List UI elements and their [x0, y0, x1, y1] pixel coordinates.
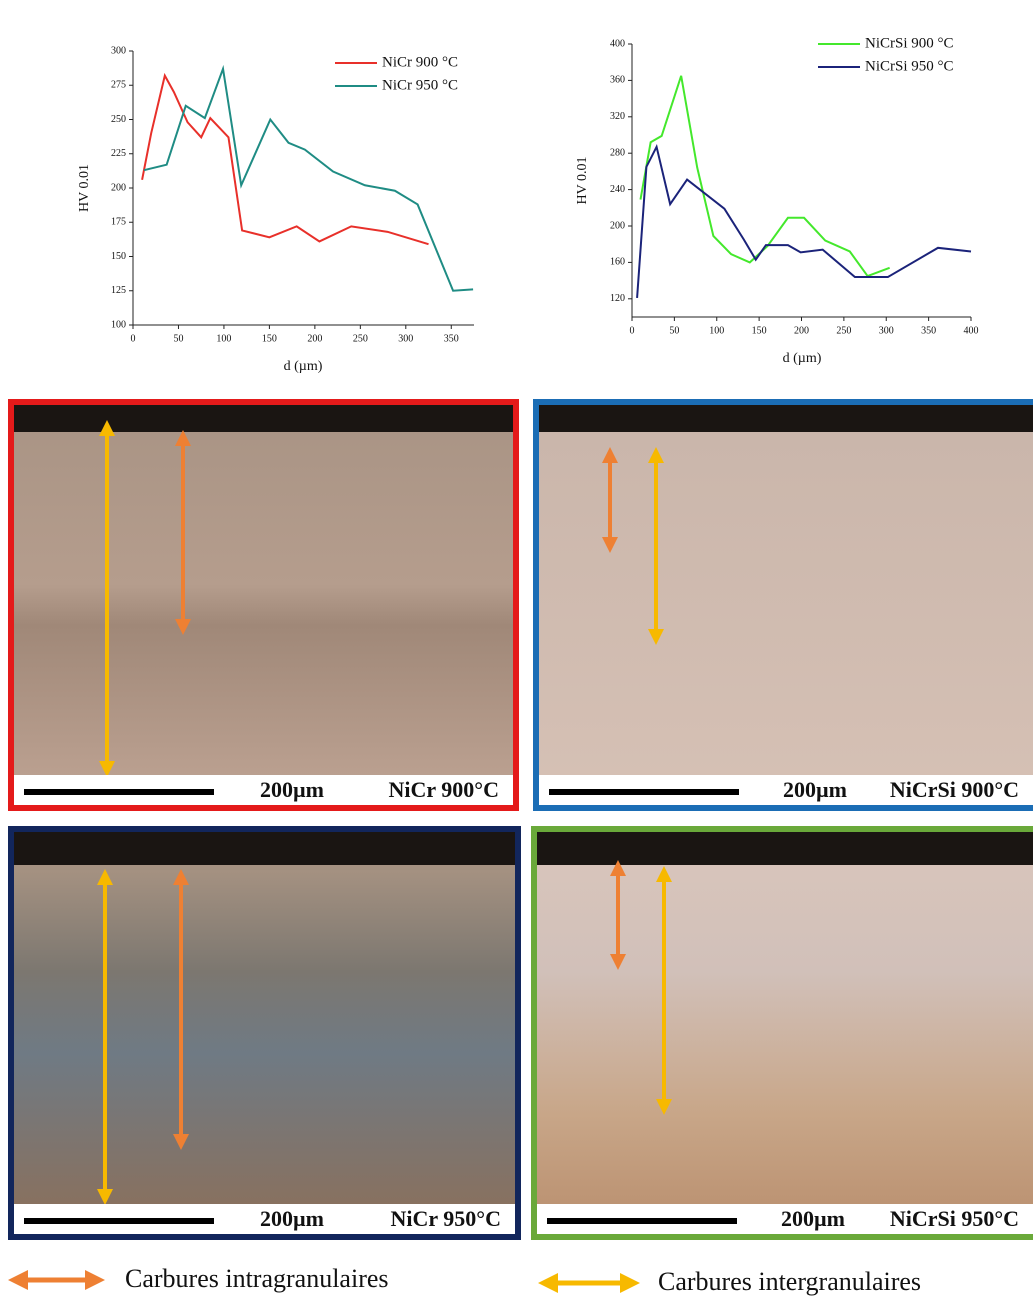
- panel-border: [531, 826, 1033, 1240]
- legend-label: NiCr 900 °C: [382, 54, 458, 70]
- x-tick-label: 400: [964, 325, 979, 336]
- x-tick-label: 0: [131, 333, 136, 344]
- y-tick-label: 225: [111, 148, 126, 159]
- y-tick-label: 120: [610, 293, 625, 304]
- micrograph-panel: 200µm NiCr 900°C: [8, 399, 519, 811]
- surface-band: [536, 402, 1033, 432]
- y-tick-label: 200: [610, 220, 625, 231]
- y-tick-label: 240: [610, 184, 625, 195]
- panel-label: NiCrSi 900°C: [890, 777, 1019, 802]
- x-tick-label: 250: [353, 333, 368, 344]
- x-tick-label: 350: [921, 325, 936, 336]
- x-tick-label: 350: [444, 333, 459, 344]
- scale-bar: [549, 789, 739, 795]
- micrograph: [11, 829, 518, 1237]
- x-tick-label: 300: [879, 325, 894, 336]
- surface-band: [11, 402, 516, 432]
- panel-label: NiCr 950°C: [391, 1206, 501, 1231]
- x-tick-label: 0: [630, 325, 635, 336]
- series-line: [141, 72, 429, 246]
- y-axis-label: HV 0.01: [575, 157, 590, 205]
- y-tick-label: 200: [111, 182, 126, 193]
- y-axis-label: HV 0.01: [77, 164, 92, 212]
- x-tick-label: 250: [836, 325, 851, 336]
- y-tick-label: 125: [111, 285, 126, 296]
- y-tick-label: 250: [111, 114, 126, 125]
- x-tick-label: 200: [307, 333, 322, 344]
- scale-bar: [547, 1218, 737, 1224]
- surface-band: [11, 829, 518, 865]
- y-tick-label: 160: [610, 257, 625, 268]
- series-line: [639, 75, 890, 278]
- legend-label: NiCr 950 °C: [382, 77, 458, 93]
- micrograph: [11, 402, 516, 808]
- panel-label: NiCr 900°C: [389, 777, 499, 802]
- micrograph-panel: 200µm NiCrSi 900°C: [533, 399, 1033, 811]
- x-tick-label: 150: [752, 325, 767, 336]
- panel-border: [8, 399, 519, 811]
- y-tick-label: 360: [610, 75, 625, 86]
- legend-text: Carbures intragranulaires: [125, 1264, 389, 1293]
- x-tick-label: 300: [398, 333, 413, 344]
- x-tick-label: 100: [709, 325, 724, 336]
- panel-border: [8, 826, 521, 1240]
- micrograph: [536, 402, 1033, 808]
- micrograph: [534, 829, 1033, 1237]
- scale-label: 200µm: [260, 777, 324, 802]
- series-line: [143, 64, 474, 292]
- scale-label: 200µm: [783, 777, 847, 802]
- y-tick-label: 320: [610, 111, 625, 122]
- y-tick-label: 280: [610, 147, 625, 158]
- scale-bar: [24, 789, 214, 795]
- legend-label: NiCrSi 950 °C: [865, 58, 954, 74]
- micrograph-panel: 200µm NiCr 950°C: [8, 826, 521, 1240]
- scale-label: 200µm: [781, 1206, 845, 1231]
- y-tick-label: 275: [111, 80, 126, 91]
- x-axis-label: d (µm): [284, 359, 323, 374]
- y-tick-label: 175: [111, 217, 126, 228]
- y-tick-label: 150: [111, 251, 126, 262]
- scale-bar: [24, 1218, 214, 1224]
- legend-label: NiCrSi 900 °C: [865, 35, 954, 51]
- x-tick-label: 50: [669, 325, 679, 336]
- x-tick-label: 150: [262, 333, 277, 344]
- y-tick-label: 400: [610, 38, 625, 49]
- x-tick-label: 100: [216, 333, 231, 344]
- x-tick-label: 200: [794, 325, 809, 336]
- panel-label: NiCrSi 950°C: [890, 1206, 1019, 1231]
- scale-label: 200µm: [260, 1206, 324, 1231]
- surface-band: [534, 829, 1033, 865]
- panel-border: [533, 399, 1033, 811]
- legend-text: Carbures intergranulaires: [658, 1267, 921, 1296]
- y-tick-label: 100: [111, 319, 126, 330]
- series-line: [636, 143, 972, 298]
- y-tick-label: 300: [111, 45, 126, 56]
- micrograph-panel: 200µm NiCrSi 950°C: [531, 826, 1033, 1240]
- x-tick-label: 50: [173, 333, 183, 344]
- x-axis-label: d (µm): [783, 351, 822, 366]
